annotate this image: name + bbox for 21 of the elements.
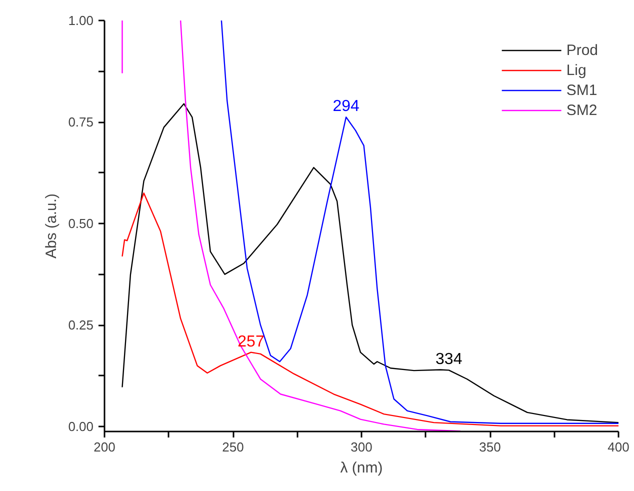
legend-label: SM1 <box>566 82 598 98</box>
x-tick-label: 350 <box>479 440 501 454</box>
legend-label: SM2 <box>566 102 598 118</box>
line-series <box>220 20 618 424</box>
legend-label: Lig <box>566 62 586 78</box>
x-tick-label: 200 <box>94 440 116 454</box>
y-tick-label: 0.50 <box>68 216 94 232</box>
x-tick-label: 300 <box>350 440 372 454</box>
legend-label: Prod <box>566 42 598 58</box>
x-tick-label: 250 <box>222 440 244 454</box>
annotation: 257 <box>238 333 264 350</box>
annotation: 334 <box>436 351 462 368</box>
annotation: 294 <box>332 98 360 116</box>
y-tick-label: 0.25 <box>68 318 94 333</box>
y-tick-label: 0.75 <box>68 114 94 130</box>
line-series <box>122 192 618 426</box>
x-axis-title: λ (nm) <box>340 460 383 476</box>
y-tick-label: 1.00 <box>68 13 94 28</box>
x-tick-label: 400 <box>608 440 630 454</box>
y-tick-label: 0.00 <box>68 419 94 434</box>
y-axis-title: Abs (a.u.) <box>43 193 60 259</box>
